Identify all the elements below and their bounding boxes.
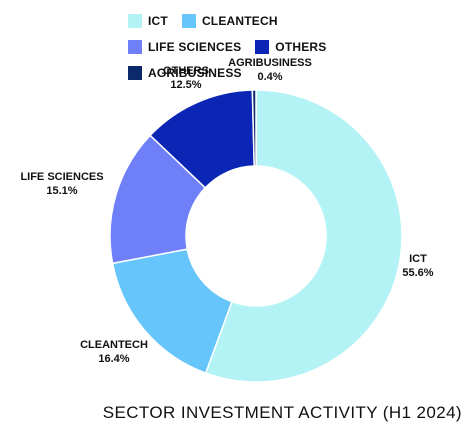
legend-item-others: OTHERS [255,40,326,54]
slice-label-name-life-sciences: LIFE SCIENCES [20,171,103,183]
slice-label-value-agribusiness: 0.4% [257,71,282,83]
legend: ICT CLEANTECH LIFE SCIENCES OTHERS AGRIB… [128,14,388,80]
legend-item-cleantech: CLEANTECH [181,14,278,28]
slice-ict [204,89,403,383]
slice-labels: ICT 55.6% CLEANTECH 16.4% LIFE SCIENCES 15.1%… [20,57,433,365]
slice-label-value-cleantech: 16.4% [98,353,129,365]
slice-label-name-ict: ICT [409,253,427,265]
legend-swatch-others [255,40,270,54]
slice-label-value-others: 12.5% [170,79,201,91]
legend-item-ict: ICT [128,14,168,28]
slice-label-name-cleantech: CLEANTECH [80,339,148,351]
slice-label-name-others: OTHERS [163,65,209,77]
legend-item-life-sciences: LIFE SCIENCES [128,40,241,54]
slice-label-value-life-sciences: 15.1% [46,185,77,197]
legend-swatch-life-sciences [128,40,142,54]
legend-label-agribusiness: AGRIBUSINESS [148,66,242,80]
legend-item-agribusiness: AGRIBUSINESS [128,66,242,80]
legend-label-others: OTHERS [275,40,327,54]
legend-label-cleantech: CLEANTECH [201,14,278,28]
donut-slices [109,89,403,383]
legend-swatch-cleantech [181,14,196,28]
legend-label-life-sciences: LIFE SCIENCES [148,40,242,54]
legend-label-ict: ICT [148,14,168,28]
slice-label-value-ict: 55.6% [402,267,433,279]
legend-swatch-agribusiness [128,66,142,80]
legend-swatch-ict [128,14,142,28]
chart-title: SECTOR INVESTMENT ACTIVITY (H1 2024) [102,403,462,422]
slice-agribusiness [251,89,257,167]
slice-label-name-agribusiness: AGRIBUSINESS [228,57,312,69]
